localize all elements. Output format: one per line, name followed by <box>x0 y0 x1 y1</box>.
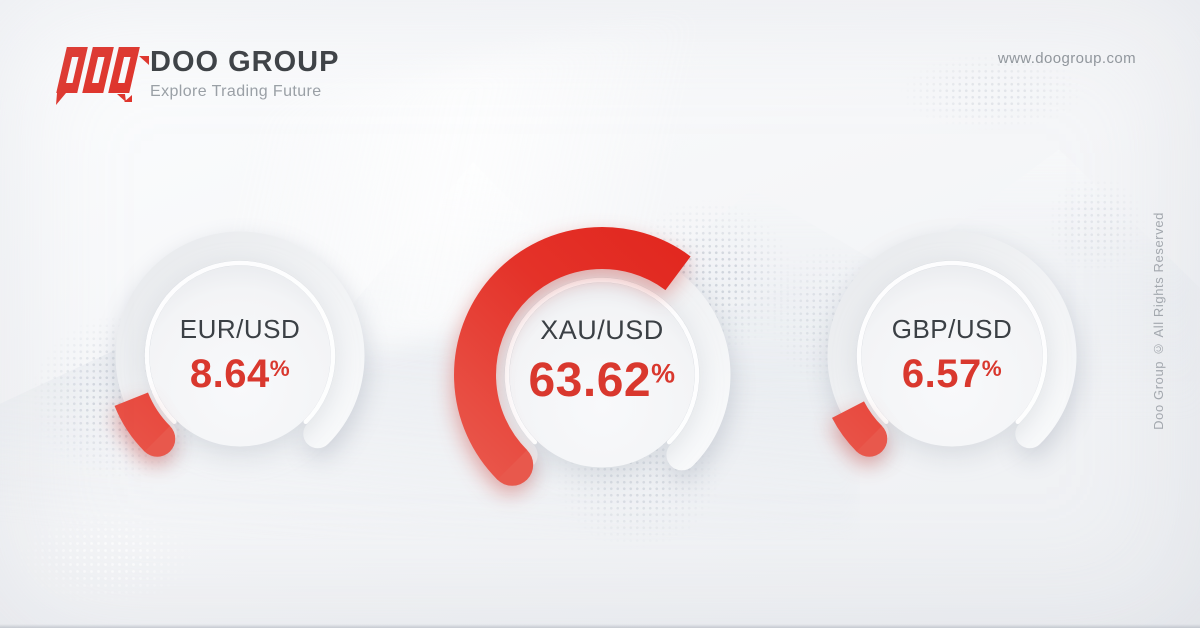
gauge-arc <box>70 186 410 526</box>
gauge-gbp-usd: GBP/USD 6.57% <box>782 186 1122 526</box>
gauge-text: EUR/USD 8.64% <box>70 314 410 397</box>
doo-group-logo: DOO GROUP Explore Trading Future <box>55 42 339 106</box>
bottom-edge-line <box>0 624 1200 628</box>
gauge-value: 63.62% <box>528 354 676 407</box>
doo-logo-mark-icon <box>56 47 140 105</box>
copyright-watermark: Doo Group © All Rights Reserved <box>1151 212 1166 430</box>
logo-accent-triangle <box>124 95 132 102</box>
gauge-arc <box>782 186 1122 526</box>
logo-accent-triangle <box>139 56 149 65</box>
brand-tagline: Explore Trading Future <box>150 82 322 100</box>
gauge-value: 6.57% <box>901 352 1003 396</box>
gauge-text: XAU/USD 63.62% <box>432 315 772 408</box>
gauge-xau-usd: XAU/USD 63.62% <box>432 205 772 545</box>
currency-pair-label: GBP/USD <box>891 314 1013 344</box>
currency-pair-label: EUR/USD <box>179 314 301 344</box>
website-url: www.doogroup.com <box>997 50 1136 67</box>
gauge-arc <box>432 205 772 545</box>
currency-pair-label: XAU/USD <box>540 315 664 345</box>
percent-sign: % <box>651 358 676 389</box>
percent-sign: % <box>981 355 1003 381</box>
percent-sign: % <box>269 355 291 381</box>
brand-name: DOO GROUP <box>150 46 340 79</box>
gauge-eur-usd: EUR/USD 8.64% <box>70 186 410 526</box>
gauge-value: 8.64% <box>189 352 291 396</box>
gauge-text: GBP/USD 6.57% <box>782 314 1122 397</box>
